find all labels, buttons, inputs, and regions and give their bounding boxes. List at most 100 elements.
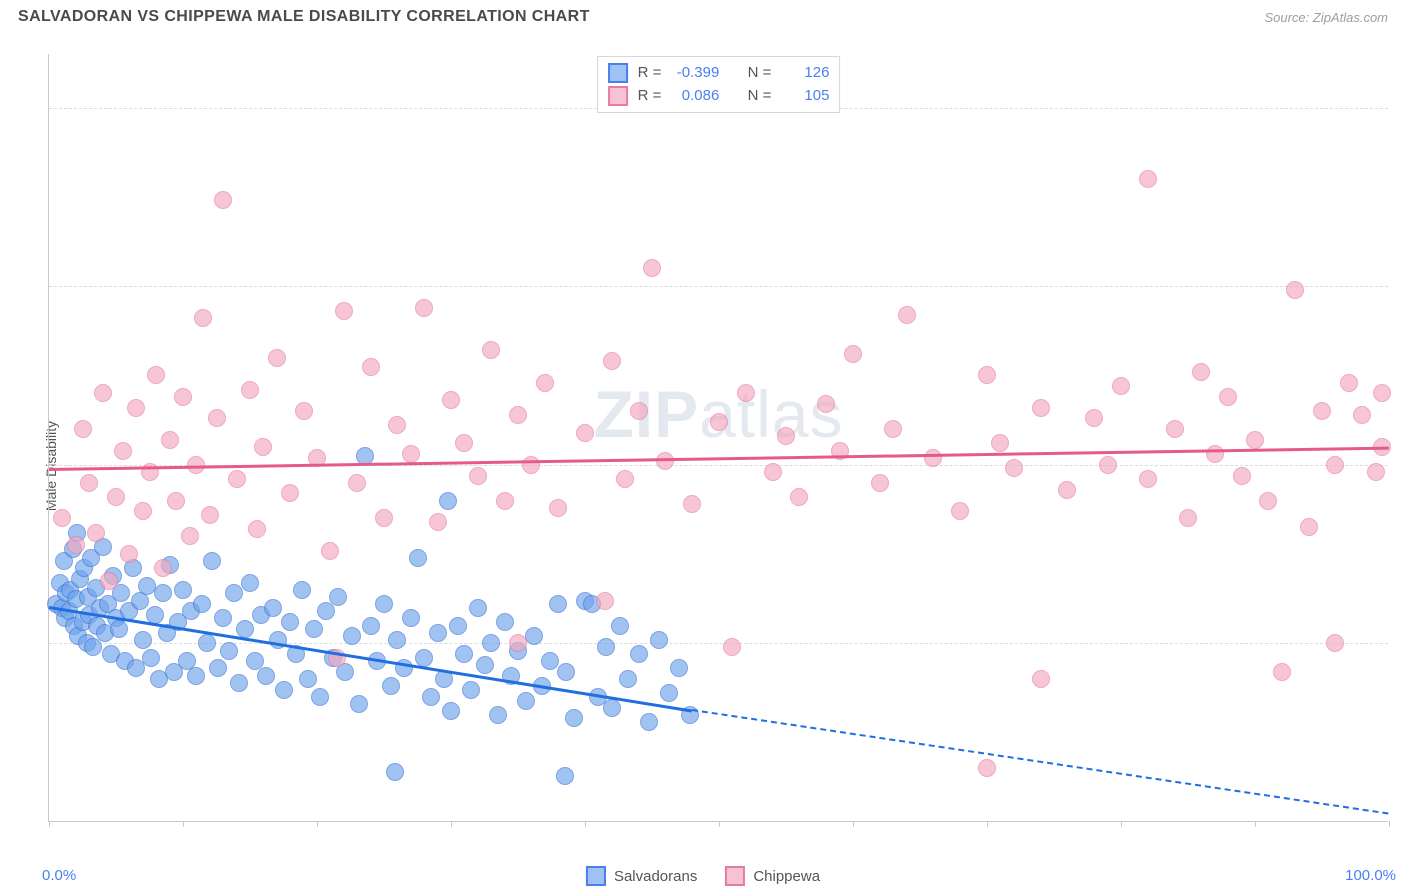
scatter-point <box>350 695 368 713</box>
scatter-point <box>53 509 71 527</box>
scatter-point <box>228 470 246 488</box>
scatter-point <box>439 492 457 510</box>
scatter-point <box>193 595 211 613</box>
scatter-point <box>549 595 567 613</box>
scatter-point <box>1139 170 1157 188</box>
scatter-point <box>415 649 433 667</box>
scatter-point <box>74 420 92 438</box>
scatter-point <box>1032 670 1050 688</box>
scatter-point <box>723 638 741 656</box>
scatter-point <box>230 674 248 692</box>
scatter-point <box>640 713 658 731</box>
scatter-point <box>1179 509 1197 527</box>
scatter-point <box>871 474 889 492</box>
scatter-point <box>299 670 317 688</box>
scatter-point <box>209 659 227 677</box>
scatter-point <box>80 474 98 492</box>
scatter-point <box>335 302 353 320</box>
x-tick <box>987 821 988 827</box>
scatter-point <box>241 574 259 592</box>
scatter-point <box>241 381 259 399</box>
scatter-point <box>1192 363 1210 381</box>
scatter-point <box>120 545 138 563</box>
scatter-point <box>295 402 313 420</box>
gridline <box>49 643 1388 644</box>
scatter-point <box>317 602 335 620</box>
scatter-point <box>220 642 238 660</box>
scatter-point <box>1166 420 1184 438</box>
scatter-point <box>898 306 916 324</box>
scatter-point <box>281 613 299 631</box>
scatter-point <box>630 645 648 663</box>
scatter-point <box>517 692 535 710</box>
scatter-point <box>556 767 574 785</box>
scatter-point <box>422 688 440 706</box>
scatter-point <box>496 492 514 510</box>
scatter-point <box>469 467 487 485</box>
scatter-point <box>375 595 393 613</box>
scatter-point <box>208 409 226 427</box>
x-tick <box>1255 821 1256 827</box>
swatch-pink <box>608 86 628 106</box>
scatter-point <box>321 542 339 560</box>
scatter-point <box>884 420 902 438</box>
scatter-point <box>87 524 105 542</box>
scatter-point <box>225 584 243 602</box>
scatter-point <box>348 474 366 492</box>
scatter-point <box>844 345 862 363</box>
scatter-point <box>1058 481 1076 499</box>
scatter-point <box>154 584 172 602</box>
scatter-point <box>329 588 347 606</box>
scatter-point <box>388 416 406 434</box>
scatter-point <box>110 620 128 638</box>
scatter-point <box>415 299 433 317</box>
legend-row-chippewa: R = 0.086 N = 105 <box>608 85 830 108</box>
legend-item-chippewa: Chippewa <box>725 866 820 886</box>
scatter-point <box>198 634 216 652</box>
scatter-point <box>214 191 232 209</box>
source-label: Source: ZipAtlas.com <box>1264 10 1388 25</box>
scatter-point <box>181 527 199 545</box>
scatter-point <box>1326 456 1344 474</box>
trend-line <box>49 447 1389 471</box>
scatter-point <box>187 667 205 685</box>
scatter-point <box>174 388 192 406</box>
scatter-point <box>1206 445 1224 463</box>
correlation-legend: R = -0.399 N = 126 R = 0.086 N = 105 <box>597 56 841 113</box>
scatter-point <box>343 627 361 645</box>
swatch-pink-icon <box>725 866 745 886</box>
scatter-point <box>174 581 192 599</box>
legend-row-salvadorans: R = -0.399 N = 126 <box>608 62 830 85</box>
scatter-point <box>1367 463 1385 481</box>
scatter-point <box>557 663 575 681</box>
scatter-point <box>683 495 701 513</box>
scatter-point <box>924 449 942 467</box>
scatter-point <box>630 402 648 420</box>
gridline <box>49 286 1388 287</box>
scatter-point <box>1032 399 1050 417</box>
x-tick <box>451 821 452 827</box>
scatter-point <box>509 634 527 652</box>
scatter-point <box>84 638 102 656</box>
scatter-point <box>142 649 160 667</box>
scatter-point <box>305 620 323 638</box>
scatter-point <box>114 442 132 460</box>
scatter-point <box>469 599 487 617</box>
scatter-point <box>496 613 514 631</box>
scatter-point <box>597 638 615 656</box>
scatter-point <box>522 456 540 474</box>
scatter-point <box>576 424 594 442</box>
scatter-point <box>1273 663 1291 681</box>
scatter-point <box>442 702 460 720</box>
series-legend: Salvadorans Chippewa <box>586 866 820 886</box>
scatter-point <box>603 699 621 717</box>
scatter-point <box>1300 518 1318 536</box>
trend-line <box>692 709 1389 815</box>
scatter-point <box>264 599 282 617</box>
scatter-point <box>764 463 782 481</box>
x-tick <box>183 821 184 827</box>
scatter-point <box>100 572 118 590</box>
x-max-label: 100.0% <box>1345 867 1396 884</box>
x-tick <box>853 821 854 827</box>
scatter-point <box>1112 377 1130 395</box>
